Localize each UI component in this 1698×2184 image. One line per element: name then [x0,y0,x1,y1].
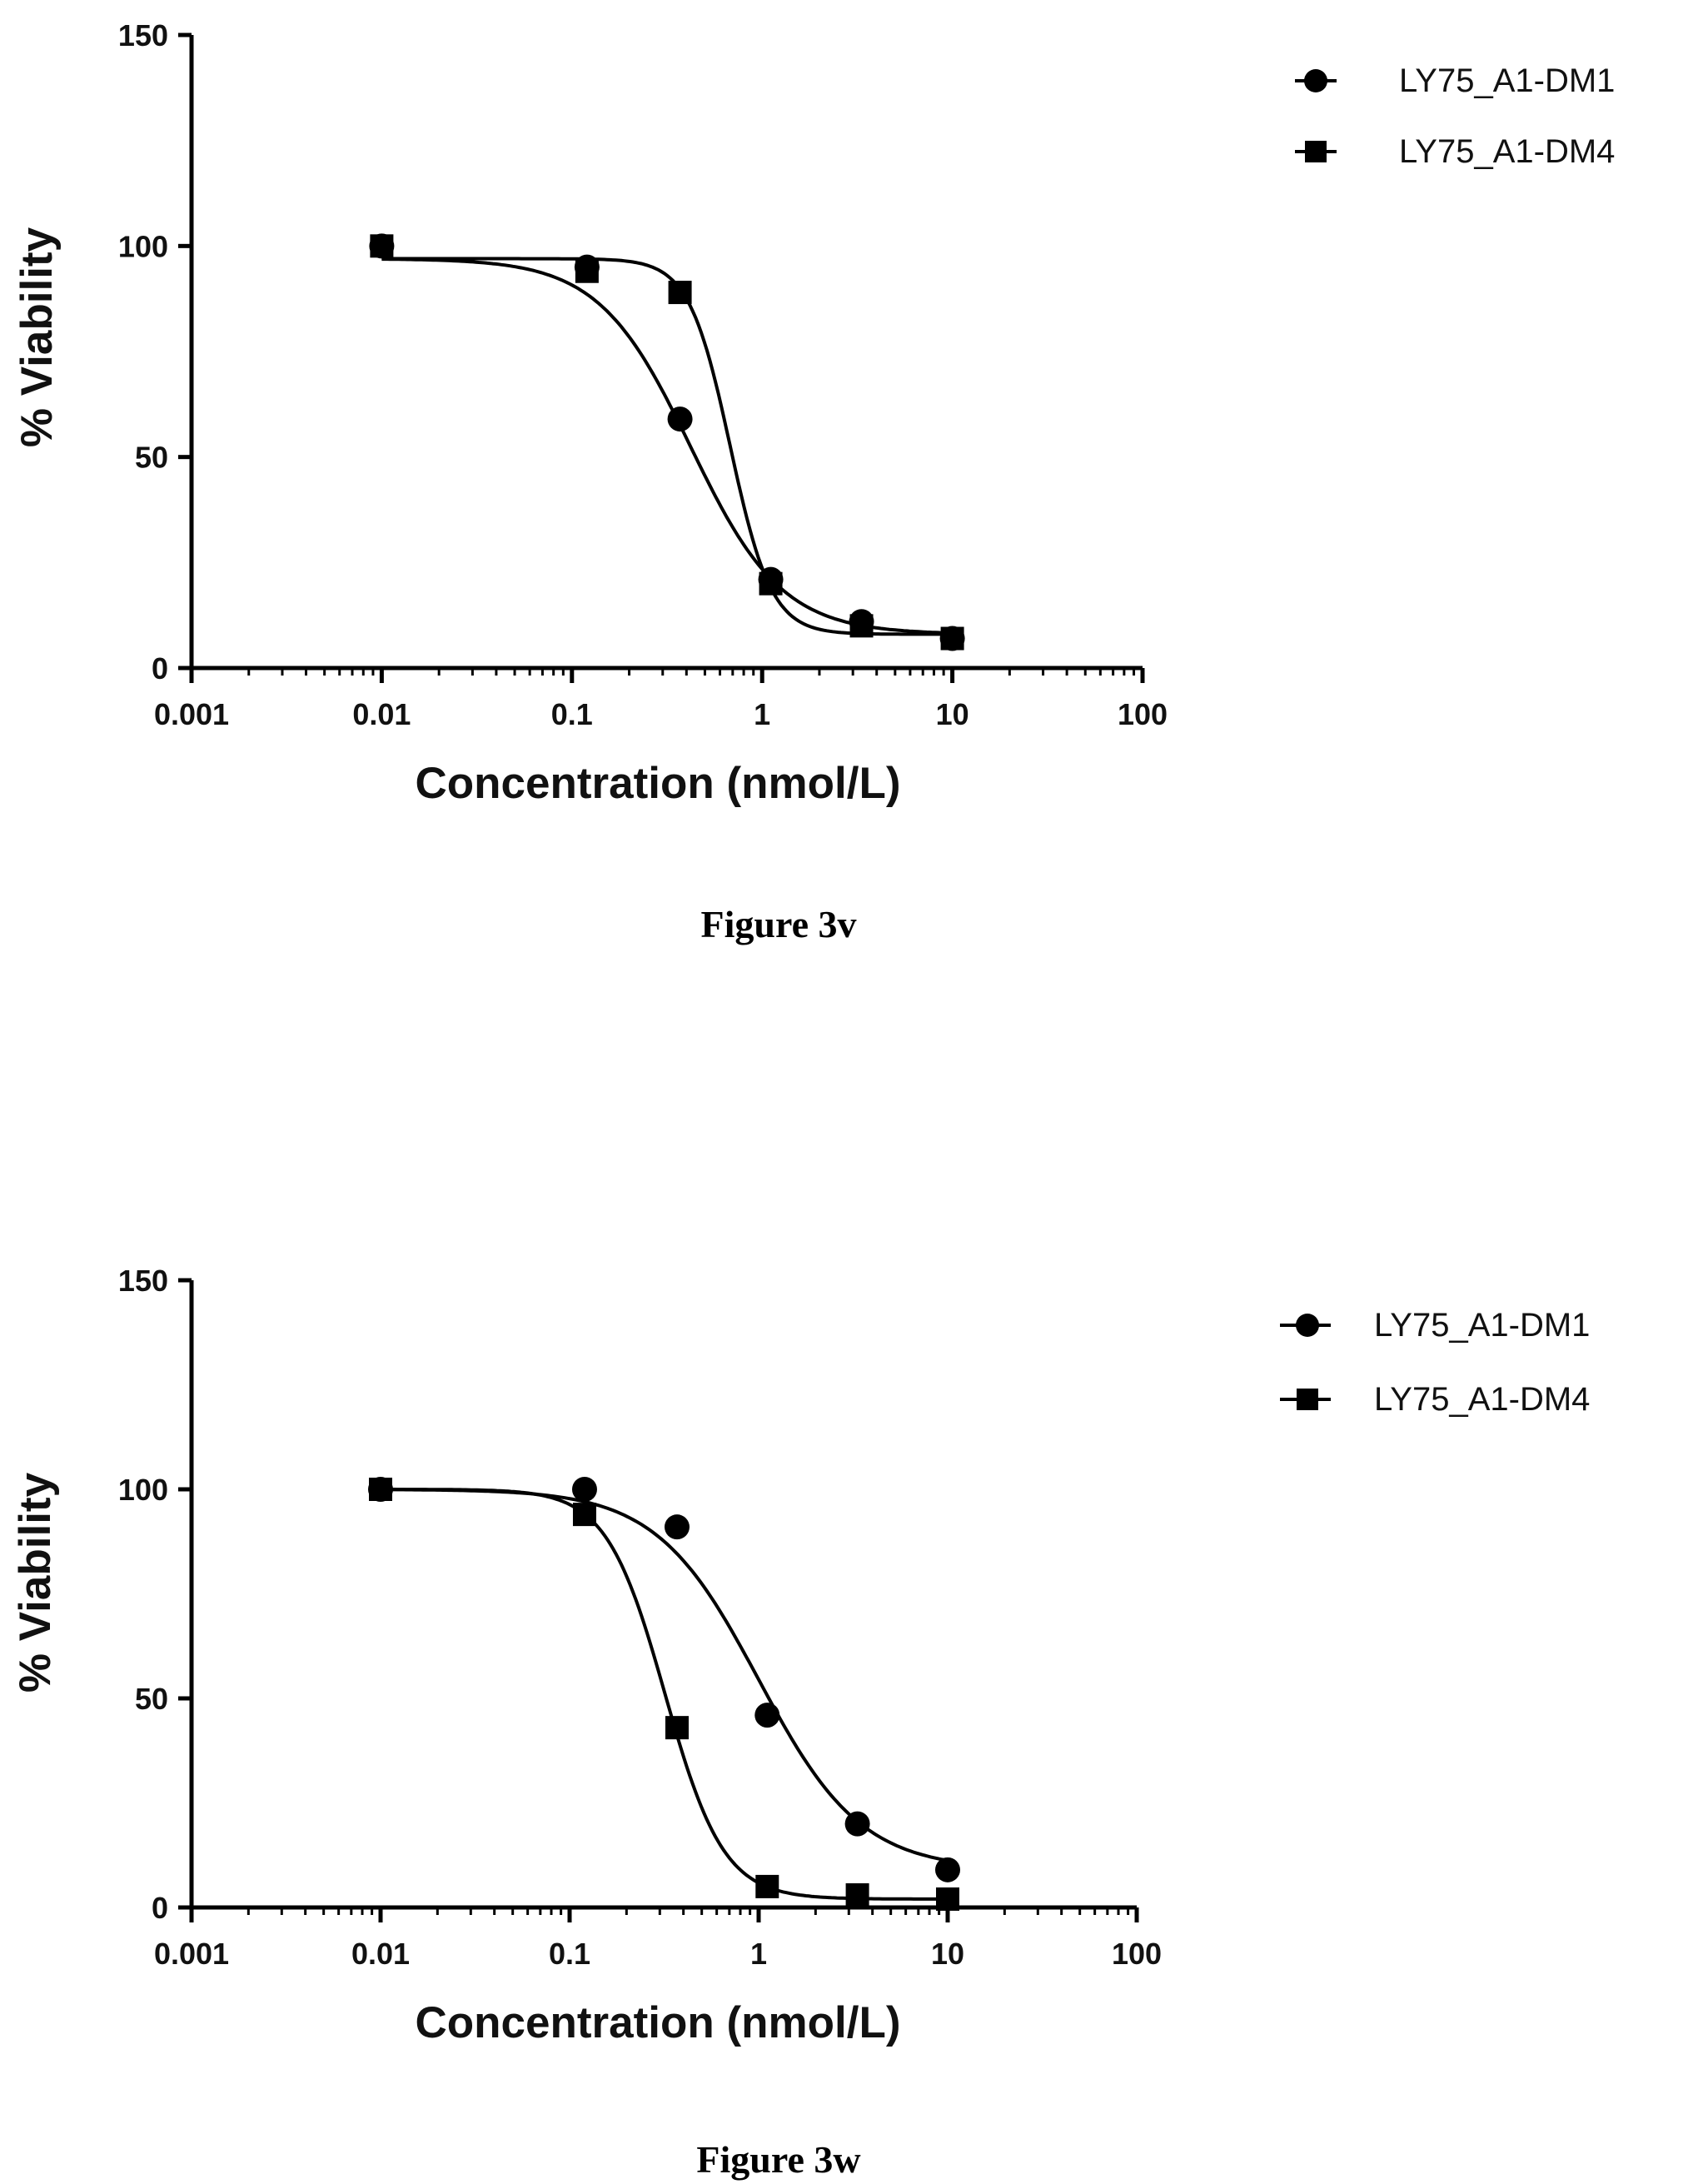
x-axis-title-3v: Concentration (nmol/L) [416,759,901,808]
x-axis-title-3w: Concentration (nmol/L) [416,1998,901,2047]
x-tick-label: 10 [936,697,969,731]
legend-label-dm1-3v: LY75_A1-DM1 [1399,62,1615,99]
legend-circle-marker-3w [1296,1314,1319,1337]
data-point-square [940,626,964,651]
data-point-square [845,1882,869,1907]
plot-area-3w: 0 50 100 150 0.001 0.01 0.1 1 10 100 [118,1264,1162,1971]
legend-label-dm4-3w: LY75_A1-DM4 [1374,1381,1590,1418]
y-tick-label: 100 [118,1473,168,1507]
data-point-circle [844,1811,870,1837]
x-tick-label: 0.01 [351,1937,410,1971]
data-point-square [665,1716,689,1740]
x-tick-label: 0.001 [154,697,229,731]
legend-3w: LY75_A1-DM1 LY75_A1-DM4 [1280,1307,1590,1418]
x-tick-label: 0.001 [154,1937,229,1971]
legend-square-marker-3w [1297,1389,1318,1410]
x-tick-label: 0.1 [551,697,593,731]
data-point-circle [667,406,693,432]
x-tick-label: 1 [754,697,770,731]
x-tick-label: 0.01 [352,697,411,731]
legend-square-marker-3v [1305,141,1327,162]
y-tick-label: 150 [118,18,168,52]
plot-area-3v: 0 50 100 150 0.001 0.01 0.1 1 10 100 [118,18,1168,731]
caption-3v: Figure 3v [701,903,857,945]
data-point-circle [571,1477,597,1502]
legend-3v: LY75_A1-DM1 LY75_A1-DM4 [1295,62,1615,170]
data-point-square [849,614,874,638]
x-tick-label: 100 [1112,1937,1162,1971]
legend-label-dm1-3w: LY75_A1-DM1 [1374,1307,1590,1344]
data-point-circle [935,1857,960,1882]
x-tick-label: 0.1 [549,1937,590,1971]
y-tick-label: 50 [135,1682,168,1716]
data-point-square [575,259,599,283]
y-axis-title-3w: % Viability [11,1472,60,1693]
legend-label-dm4-3v: LY75_A1-DM4 [1399,133,1615,170]
data-point-square [370,234,394,258]
data-point-square [755,1874,779,1898]
fit-curve-dm4 [381,257,953,636]
y-axis-title-3v: % Viability [12,227,62,447]
x-tick-label: 10 [931,1937,964,1971]
x-tick-label: 1 [750,1937,767,1971]
y-tick-label: 0 [152,651,168,686]
data-point-square [936,1887,959,1911]
data-point-circle [664,1514,690,1540]
y-tick-label: 0 [152,1891,168,1925]
y-tick-label: 50 [135,441,168,475]
y-tick-label: 100 [118,229,168,263]
caption-3w: Figure 3w [696,2138,860,2181]
y-tick-label: 150 [118,1264,168,1298]
legend-circle-marker-3v [1304,69,1327,92]
x-tick-label: 100 [1118,697,1168,731]
fit-curve-dm1 [381,257,953,635]
fit-curve-dm1 [381,1488,949,1862]
data-point-square [369,1478,392,1501]
data-point-square [759,571,783,596]
data-point-square [572,1503,596,1527]
fit-curve-dm4 [381,1488,948,1901]
data-point-circle [754,1703,780,1728]
data-point-square [668,281,692,305]
